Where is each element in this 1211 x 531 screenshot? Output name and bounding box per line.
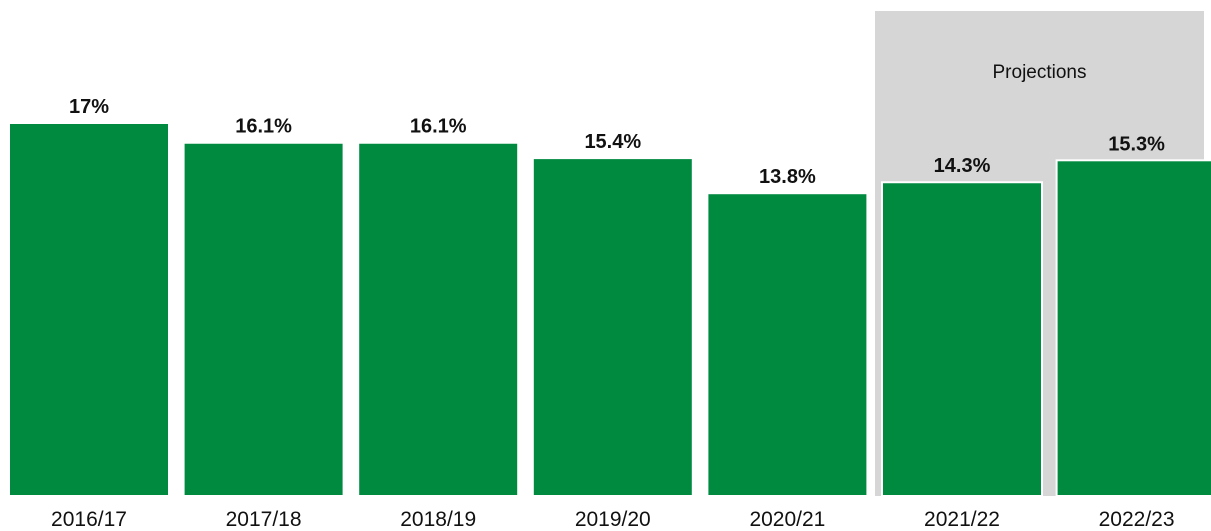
- value-label: 16.1%: [235, 116, 292, 138]
- value-label: 17%: [69, 96, 109, 118]
- bar-2016-17: [8, 122, 170, 497]
- value-label: 16.1%: [410, 116, 467, 138]
- bar-2018-19: [357, 141, 520, 497]
- value-label: 13.8%: [759, 166, 816, 188]
- x-tick-label: 2020/21: [749, 508, 825, 531]
- value-label: 15.4%: [584, 131, 641, 153]
- value-label: 15.3%: [1108, 133, 1165, 155]
- value-label: 14.3%: [934, 155, 991, 177]
- x-tick-label: 2018/19: [400, 508, 476, 531]
- x-tick-labels-group: 2016/17 2017/18 2018/19 2019/20 2020/21 2021/…: [51, 508, 1175, 531]
- x-tick-label: 2016/17: [51, 508, 127, 531]
- value-labels-group: 17% 16.1% 16.1% 15.4% 13.8% 14.3% 15.3%: [69, 96, 1165, 188]
- bar-2017-18: [182, 141, 345, 497]
- x-tick-label: 2019/20: [575, 508, 651, 531]
- bar-2022-23: [1055, 159, 1211, 498]
- x-tick-label: 2017/18: [226, 508, 302, 531]
- bars-group: [8, 122, 1211, 498]
- projection-band-label: Projections: [993, 62, 1087, 83]
- bar-2020-21: [706, 192, 869, 497]
- bar-2019-20: [531, 157, 694, 497]
- x-tick-label: 2021/22: [924, 508, 1000, 531]
- bar-2021-22: [881, 181, 1043, 497]
- x-tick-label: 2022/23: [1099, 508, 1175, 531]
